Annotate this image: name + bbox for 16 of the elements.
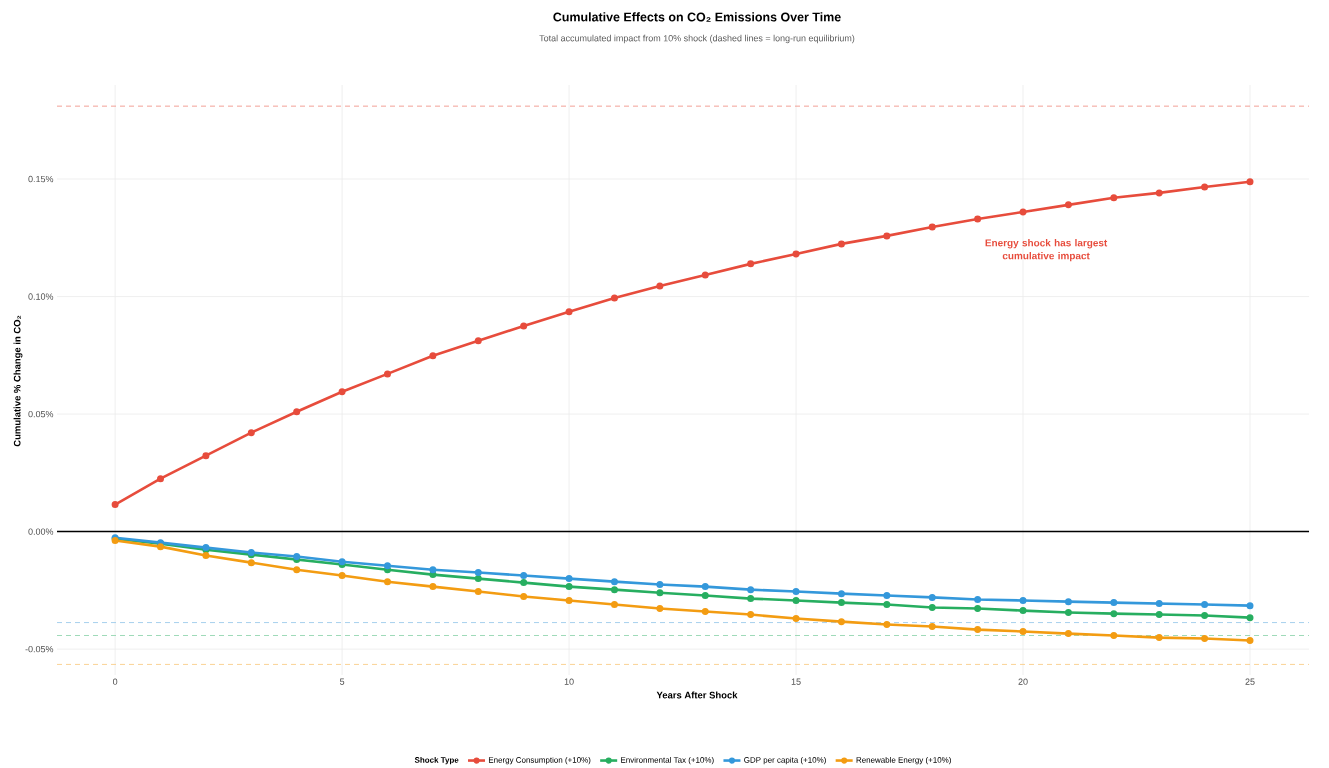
- x-tick-label: 0: [112, 678, 118, 685]
- y-axis-title: Cumulative % Change in CO₂: [13, 315, 23, 447]
- chart-title: Cumulative Effects on CO₂ Emissions Over Time: [553, 12, 841, 22]
- x-tick-label: 20: [1018, 678, 1028, 685]
- y-tick-label: 0.15%: [28, 175, 54, 183]
- y-tick-label: 0.10%: [28, 293, 54, 300]
- x-axis-title: Years After Shock: [656, 691, 738, 699]
- x-tick-label: 5: [339, 678, 345, 685]
- annotation: Energy shock has largest cumulative impact: [985, 238, 1108, 262]
- y-tick-label: 0.00%: [28, 528, 54, 535]
- x-tick-label: 25: [1245, 678, 1255, 685]
- x-tick-label: 15: [791, 678, 801, 685]
- x-tick-label: 10: [564, 678, 574, 685]
- y-tick-label: 0.05%: [28, 410, 54, 418]
- chart-subtitle: Total accumulated impact from 10% shock (dashed lines = long-run equilibrium): [539, 34, 855, 44]
- y-tick-label: -0.05%: [25, 645, 54, 653]
